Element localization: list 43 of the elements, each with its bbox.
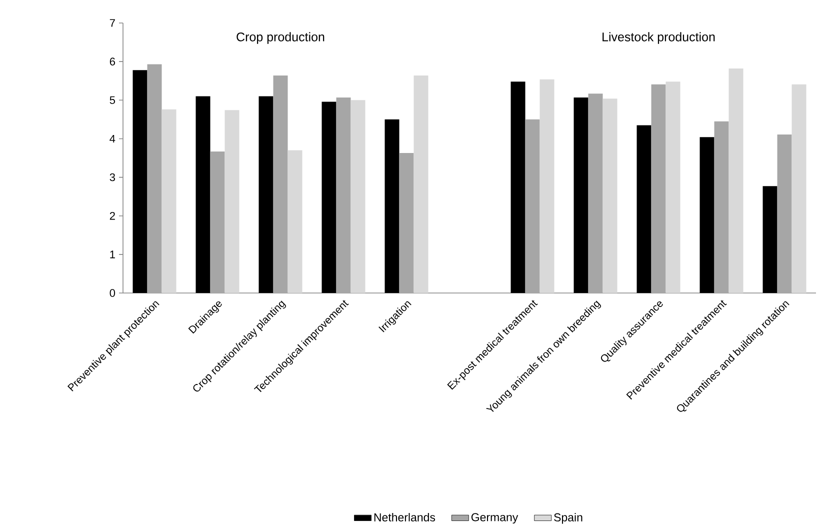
y-tick-label: 4: [110, 134, 116, 142]
bar: [777, 134, 792, 293]
bar: [322, 102, 336, 293]
bar: [288, 150, 302, 293]
legend-label: Germany: [471, 513, 518, 524]
legend-label: Netherlands: [374, 512, 436, 522]
bar: [728, 68, 744, 293]
y-tick-label: 6: [110, 58, 116, 66]
bar: [588, 94, 603, 293]
bar: [574, 97, 588, 293]
bar: [540, 79, 554, 293]
y-tick-label: 7: [110, 19, 115, 27]
bar: [666, 82, 680, 293]
legend-label: Spain: [554, 512, 582, 524]
y-tick-label: 3: [110, 173, 116, 182]
bar: [700, 137, 714, 293]
y-tick-label: 0: [110, 289, 116, 297]
bar: [224, 110, 240, 293]
bar: [162, 109, 176, 293]
bar: [792, 84, 806, 293]
bar: [602, 98, 618, 293]
bar: [762, 186, 778, 293]
bar: [399, 152, 414, 293]
bar: [196, 96, 210, 293]
bar: [350, 100, 366, 293]
bar: [510, 82, 526, 293]
y-tick-label: 5: [110, 96, 116, 104]
y-tick-label: 2: [110, 212, 115, 220]
bar: [714, 121, 729, 293]
bar: [384, 119, 400, 293]
bar: [147, 64, 162, 293]
bar: [273, 75, 288, 293]
bar: [132, 70, 148, 293]
bar: [258, 96, 274, 293]
bar: [210, 151, 225, 293]
annotation: Crop production: [236, 32, 324, 44]
bar: [525, 119, 540, 293]
bar: [336, 97, 351, 293]
bar: [651, 84, 666, 293]
y-tick-label: 1: [110, 250, 115, 258]
bar: [636, 125, 652, 293]
annotation: Livestock production: [602, 32, 715, 44]
bar: [414, 75, 428, 293]
